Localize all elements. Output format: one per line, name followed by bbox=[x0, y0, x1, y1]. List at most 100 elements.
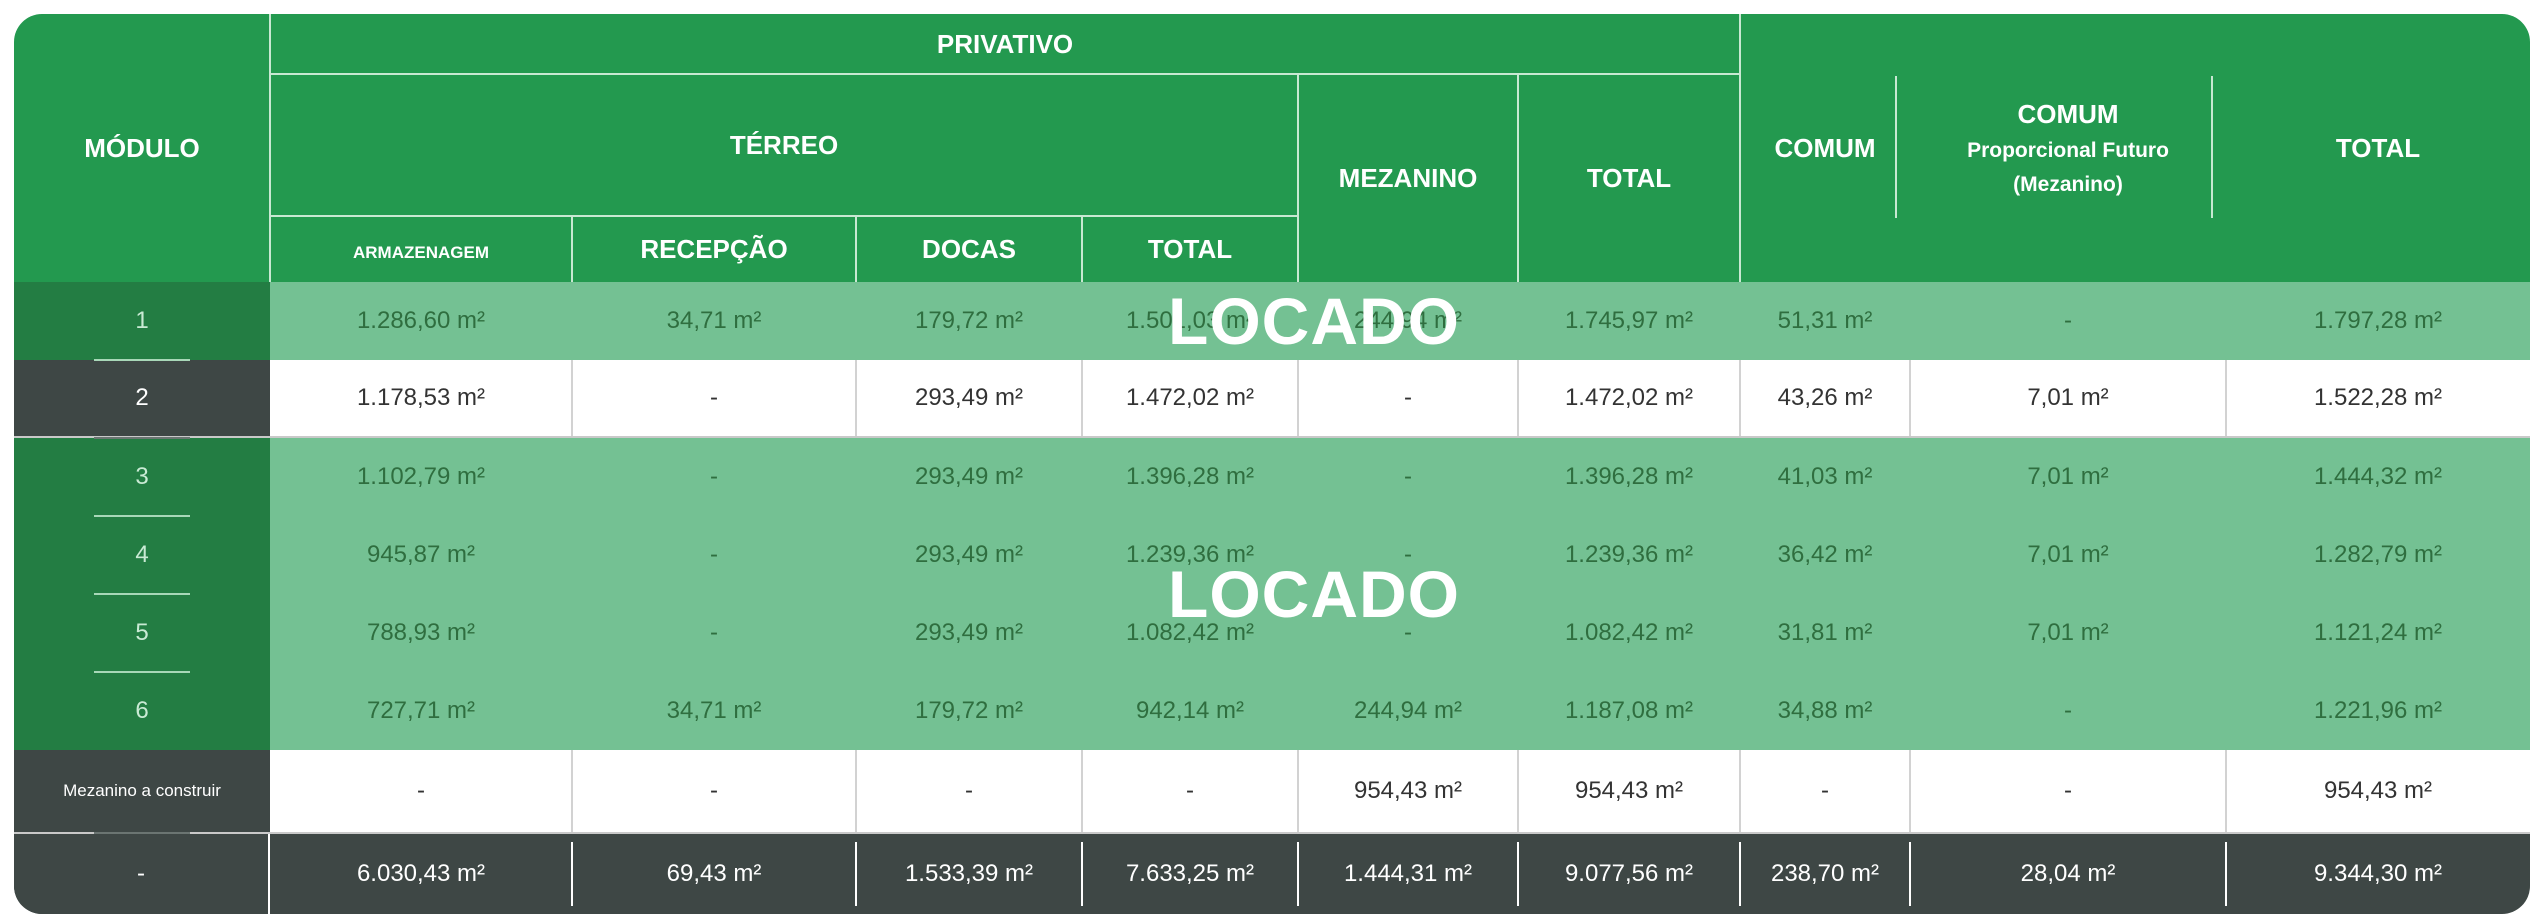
cell-armazenagem: 727,71 m² bbox=[366, 697, 476, 724]
total-comum-futuro: 28,04 m² bbox=[2020, 860, 2116, 887]
cell-total: 1.221,96 m² bbox=[2313, 697, 2443, 724]
cell-armazenagem: 945,87 m² bbox=[366, 541, 476, 568]
locado-block bbox=[14, 438, 2530, 750]
cell-divider bbox=[2225, 750, 2227, 832]
cell-recepcao: 34,71 m² bbox=[666, 307, 762, 334]
cell-total-privativo: 1.745,97 m² bbox=[1564, 307, 1694, 334]
module-separator bbox=[94, 515, 190, 517]
table-row: 3 1.102,79 m² - 293,49 m² 1.396,28 m² - … bbox=[14, 438, 2530, 516]
cell-comum-futuro: - bbox=[2064, 777, 2072, 804]
header-comum-futuro: COMUM Proporcional Futuro (Mezanino) bbox=[1910, 14, 2226, 282]
cell-docas: 179,72 m² bbox=[914, 307, 1024, 334]
cell-comum-futuro: 7,01 m² bbox=[2027, 541, 2109, 568]
cell-total-terreo: 1.239,36 m² bbox=[1125, 541, 1255, 568]
cell-comum-futuro: 7,01 m² bbox=[2027, 384, 2109, 411]
header-divider bbox=[1297, 74, 1299, 282]
total-comum: 238,70 m² bbox=[1770, 860, 1880, 887]
cell-total: 1.121,24 m² bbox=[2313, 619, 2443, 646]
cell-divider bbox=[1909, 360, 1911, 436]
cell-docas: 293,49 m² bbox=[914, 541, 1024, 568]
locado-label: LOCADO bbox=[1168, 557, 1460, 631]
header-modulo: MÓDULO bbox=[14, 14, 270, 282]
cell-comum: 51,31 m² bbox=[1777, 307, 1873, 334]
header-total: TOTAL bbox=[2226, 14, 2530, 282]
cell-total-terreo: 1.472,02 m² bbox=[1125, 384, 1255, 411]
cell-divider bbox=[571, 842, 573, 906]
module-number: 1 bbox=[14, 282, 270, 360]
cell-divider bbox=[1739, 842, 1741, 906]
cell-recepcao: - bbox=[710, 463, 718, 490]
header-divider bbox=[270, 73, 1740, 75]
header-total-privativo: TOTAL bbox=[1518, 74, 1740, 282]
locado-label: LOCADO bbox=[1168, 284, 1460, 358]
cell-mezanino: - bbox=[1404, 619, 1412, 646]
module-separator bbox=[94, 671, 190, 673]
header-comum-futuro-sub2: (Mezanino) bbox=[2013, 173, 2123, 197]
cell-divider bbox=[1909, 842, 1911, 906]
cell-comum: 36,42 m² bbox=[1777, 541, 1873, 568]
cell-total-privativo: 1.082,42 m² bbox=[1564, 619, 1694, 646]
cell-docas: 293,49 m² bbox=[914, 384, 1024, 411]
cell-total-privativo: 1.187,08 m² bbox=[1564, 697, 1694, 724]
cell-total: 1.444,32 m² bbox=[2313, 463, 2443, 490]
module-number: 2 bbox=[14, 360, 270, 436]
header-divider bbox=[1517, 74, 1519, 282]
module-number: 5 bbox=[135, 619, 149, 646]
header-divider bbox=[269, 14, 271, 282]
area-table: MÓDULO PRIVATIVO TÉRREO ARMAZENAGEM RECE… bbox=[14, 14, 2530, 914]
cell-mezanino: 954,43 m² bbox=[1353, 777, 1463, 804]
cell-comum: 34,88 m² bbox=[1777, 697, 1873, 724]
cell-divider bbox=[1517, 750, 1519, 832]
cell-divider bbox=[855, 842, 857, 906]
totals-row: - 6.030,43 m² 69,43 m² 1.533,39 m² 7.633… bbox=[14, 834, 2530, 914]
total-armazenagem: 6.030,43 m² bbox=[356, 860, 486, 887]
cell-recepcao: - bbox=[710, 384, 718, 411]
cell-armazenagem: 1.102,79 m² bbox=[356, 463, 486, 490]
module-number: 4 bbox=[135, 541, 149, 568]
header-total-terreo: TOTAL bbox=[1082, 216, 1298, 282]
header-divider bbox=[855, 216, 857, 282]
header-armazenagem: ARMAZENAGEM bbox=[270, 216, 572, 282]
cell-mezanino: 244,94 m² bbox=[1353, 307, 1463, 334]
cell-divider bbox=[1297, 842, 1299, 906]
cell-divider bbox=[2225, 842, 2227, 906]
total-geral: 9.344,30 m² bbox=[2313, 860, 2443, 887]
header-divider bbox=[1895, 76, 1897, 218]
cell-divider bbox=[571, 360, 573, 436]
cell-total: 1.522,28 m² bbox=[2313, 384, 2443, 411]
cell-total: 954,43 m² bbox=[2323, 777, 2433, 804]
cell-total: 1.282,79 m² bbox=[2313, 541, 2443, 568]
cell-total-terreo: 1.396,28 m² bbox=[1125, 463, 1255, 490]
table-row: 4 945,87 m² - 293,49 m² 1.239,36 m² - 1.… bbox=[14, 516, 2530, 594]
cell-divider bbox=[1739, 360, 1741, 436]
cell-total-terreo: - bbox=[1186, 777, 1194, 804]
header-divider bbox=[1081, 216, 1083, 282]
total-privativo: 9.077,56 m² bbox=[1564, 860, 1694, 887]
total-terreo: 7.633,25 m² bbox=[1125, 860, 1255, 887]
totals-label: - bbox=[14, 834, 270, 914]
cell-docas: 179,72 m² bbox=[914, 697, 1024, 724]
cell-comum: - bbox=[1821, 777, 1829, 804]
header-divider bbox=[571, 216, 573, 282]
cell-divider bbox=[855, 360, 857, 436]
module-separator bbox=[94, 359, 190, 361]
header-privativo: PRIVATIVO bbox=[270, 14, 1740, 74]
cell-comum-futuro: - bbox=[2064, 307, 2072, 334]
header-terreo: TÉRREO bbox=[270, 74, 1298, 216]
cell-docas: 293,49 m² bbox=[914, 463, 1024, 490]
cell-docas: 293,49 m² bbox=[914, 619, 1024, 646]
cell-total-terreo: 942,14 m² bbox=[1135, 697, 1245, 724]
header-comum: COMUM bbox=[1740, 14, 1910, 282]
cell-total-privativo: 954,43 m² bbox=[1574, 777, 1684, 804]
module-separator bbox=[94, 437, 190, 439]
cell-mezanino: - bbox=[1404, 384, 1412, 411]
table-row: 1 1.286,60 m² 34,71 m² 179,72 m² 1.501,0… bbox=[14, 282, 2530, 360]
cell-divider bbox=[1081, 360, 1083, 436]
cell-armazenagem: 1.178,53 m² bbox=[356, 384, 486, 411]
cell-total-privativo: 1.472,02 m² bbox=[1564, 384, 1694, 411]
module-number: 3 bbox=[135, 463, 149, 490]
cell-mezanino: - bbox=[1404, 541, 1412, 568]
cell-total-terreo: 1.082,42 m² bbox=[1125, 619, 1255, 646]
cell-total-terreo: 1.501,03 m² bbox=[1125, 307, 1255, 334]
cell-comum: 41,03 m² bbox=[1777, 463, 1873, 490]
